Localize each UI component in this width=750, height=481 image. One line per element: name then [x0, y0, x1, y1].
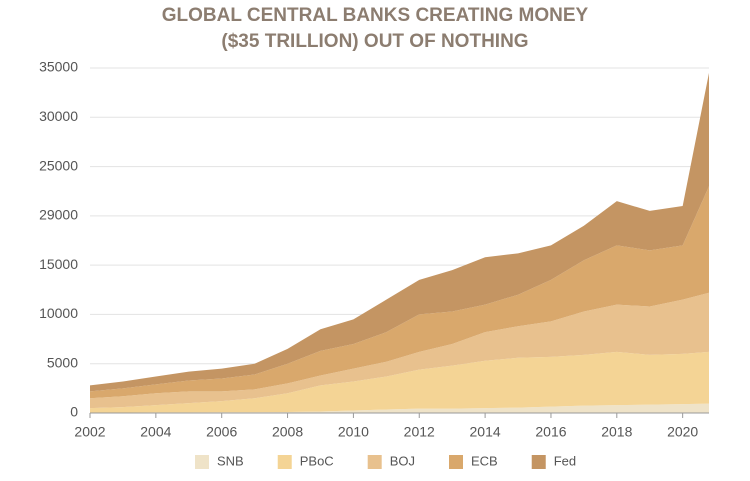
area — [90, 72, 709, 392]
x-tick-label: 2010 — [338, 424, 369, 440]
legend-label: Fed — [554, 453, 576, 468]
chart-subtitle: ($35 TRILLION) OUT OF NOTHING — [221, 31, 528, 52]
area — [90, 292, 709, 409]
legend-swatch — [531, 455, 546, 469]
x-tick-label: 2014 — [470, 424, 501, 440]
y-tick-label: 15000 — [39, 256, 78, 272]
x-tick-label: 2008 — [272, 424, 303, 440]
y-tick-label: 5000 — [47, 354, 78, 370]
x-tick-label: 2004 — [140, 424, 171, 440]
y-tick-label: 30000 — [39, 108, 78, 124]
y-tick-label: 35000 — [39, 59, 78, 75]
area — [90, 403, 709, 413]
x-tick-label: 2018 — [601, 424, 632, 440]
y-tick-label: 10000 — [39, 305, 78, 321]
area — [90, 351, 709, 413]
x-tick-label: 2020 — [667, 424, 698, 440]
legend-label: ECB — [471, 453, 498, 468]
x-tick-label: 2016 — [535, 424, 566, 440]
legend-swatch — [449, 455, 463, 469]
y-tick-label: 0 — [70, 404, 78, 420]
x-tick-label: 2006 — [206, 424, 237, 440]
area — [90, 186, 709, 399]
legend-swatch — [195, 455, 209, 469]
y-tick-label: 29000 — [39, 207, 78, 223]
legend-label: SNB — [217, 453, 244, 468]
x-tick-label: 2012 — [404, 424, 435, 440]
legend-swatch — [367, 455, 382, 469]
x-tick-label: 2002 — [74, 424, 105, 440]
chart-title: GLOBAL CENTRAL BANKS CREATING MONEY — [162, 5, 589, 26]
legend-swatch — [277, 455, 292, 469]
legend-label: BOJ — [390, 453, 415, 468]
y-tick-label: 25000 — [39, 157, 78, 173]
legend-label: PBoC — [300, 453, 334, 468]
